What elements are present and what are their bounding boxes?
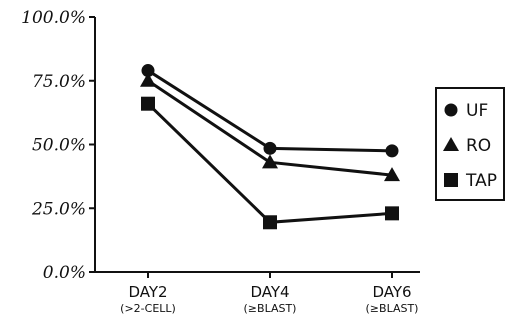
legend-marker-circle-icon	[444, 103, 458, 117]
y-tick-label: 25.0%	[31, 199, 86, 219]
series-uf	[141, 64, 399, 158]
y-tick-label: 0.0%	[43, 263, 86, 283]
legend-label: TAP	[465, 171, 497, 191]
legend-label: RO	[466, 136, 491, 156]
series-layer	[140, 64, 400, 230]
x-tick-label: DAY4	[250, 283, 289, 301]
legend-marker-square-icon	[444, 173, 458, 187]
data-point-square	[141, 96, 155, 111]
x-axis-ticks: DAY2(>2-CELL)DAY4(≥BLAST)DAY6(≥BLAST)	[120, 272, 418, 315]
data-point-triangle	[140, 72, 156, 87]
x-tick-label: DAY2	[128, 283, 167, 301]
x-tick-sublabel: (≥BLAST)	[366, 302, 419, 315]
data-point-triangle	[384, 167, 400, 182]
y-axis-ticks: 0.0% 25.0% 50.0% 75.0% 100.0%	[21, 8, 95, 283]
legend: UF RO TAP	[435, 87, 505, 201]
y-tick-label: 75.0%	[32, 72, 86, 92]
data-point-square	[263, 215, 277, 230]
series-ro	[140, 72, 400, 182]
legend-label: UF	[466, 101, 488, 121]
data-point-square	[385, 206, 399, 221]
data-point-circle	[263, 141, 277, 155]
data-point-triangle	[262, 154, 278, 169]
legend-marker-triangle-icon	[443, 137, 459, 151]
y-tick-label: 50.0%	[32, 136, 86, 156]
x-tick-sublabel: (≥BLAST)	[244, 302, 297, 315]
series-tap	[141, 96, 399, 230]
axes	[94, 17, 420, 273]
x-tick-label: DAY6	[372, 283, 411, 301]
y-tick-label: 100.0%	[21, 8, 86, 28]
data-point-circle	[385, 144, 399, 158]
x-tick-sublabel: (>2-CELL)	[120, 302, 176, 315]
data-point-circle	[141, 64, 155, 78]
